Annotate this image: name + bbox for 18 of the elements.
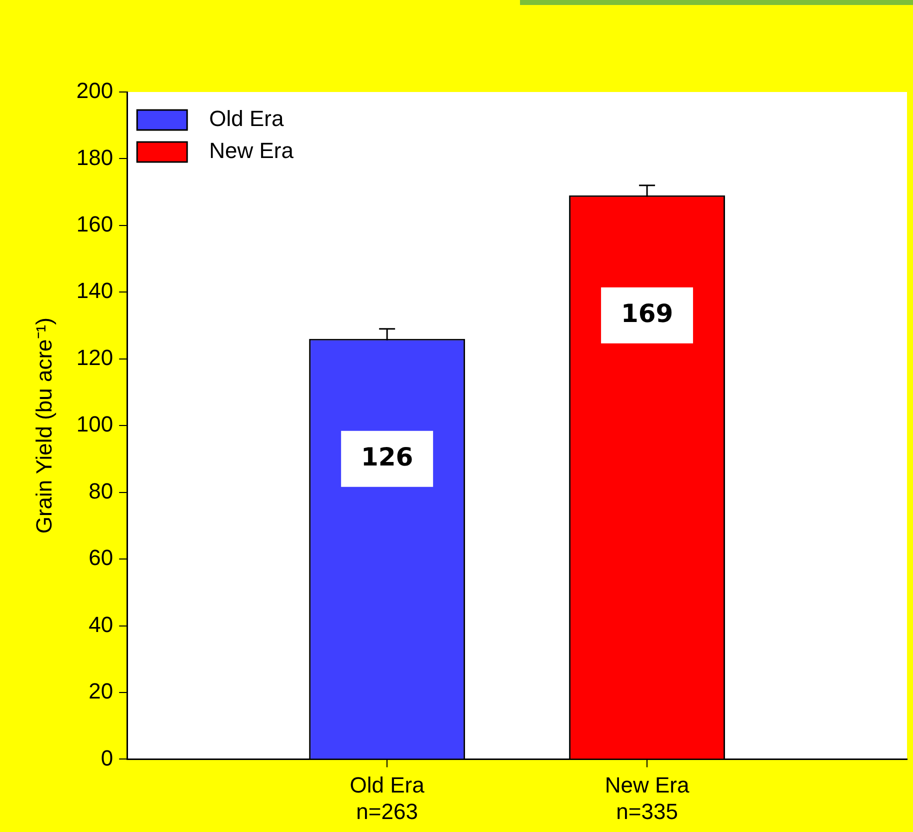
y-tick-label: 120 <box>76 344 114 370</box>
y-tick-label: 80 <box>88 478 114 504</box>
legend-label: Old Era <box>209 106 284 132</box>
y-tick-label: 100 <box>76 412 114 437</box>
y-tick-label: 200 <box>76 78 114 104</box>
y-axis-title: Grain Yield (bu acre⁻¹) <box>31 318 56 534</box>
y-tick-label: 60 <box>88 545 114 570</box>
y-tick-label: 160 <box>76 212 114 237</box>
y-tick-label: 40 <box>88 612 114 637</box>
y-tick-label: 0 <box>100 745 114 770</box>
legend-label: New Era <box>209 138 294 164</box>
y-tick-label: 20 <box>88 678 114 704</box>
x-tick-label: Old Era n=263 <box>350 772 426 824</box>
y-tick-label: 180 <box>76 144 114 170</box>
data-label: 126 <box>360 442 414 472</box>
y-tick-label: 140 <box>76 278 114 304</box>
x-tick-label: New Era n=335 <box>604 772 690 824</box>
data-label: 169 <box>620 298 674 328</box>
